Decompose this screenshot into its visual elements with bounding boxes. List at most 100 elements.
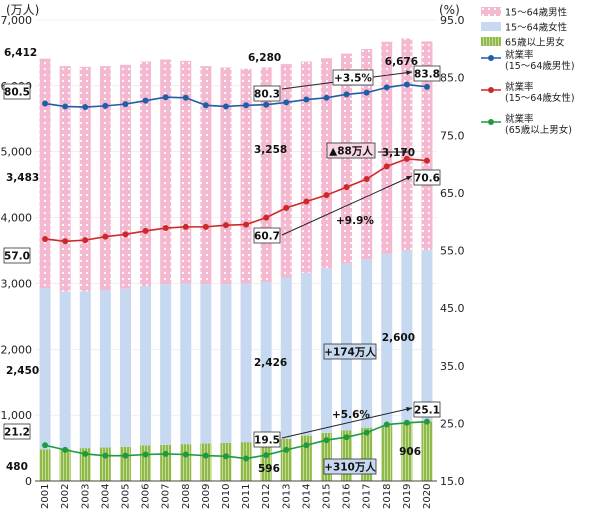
bar-female-2008 <box>180 283 192 445</box>
legend-label: 就業率(65歳以上男女) <box>505 113 572 136</box>
line-female-rate-point-2017 <box>363 176 370 183</box>
x-tick-label: 2018 <box>382 484 393 509</box>
bar-female-2013 <box>280 277 292 439</box>
label-box <box>413 401 441 418</box>
legend-marker-line-female-rate <box>488 87 494 93</box>
line-male-rate-point-2016 <box>343 91 350 98</box>
right-axis-unit: (%) <box>439 3 460 17</box>
line-female-rate-point-2005 <box>122 231 129 238</box>
data-label: 19.5 <box>254 435 280 447</box>
bar-male-2019 <box>401 38 413 251</box>
bar-male-2013 <box>280 64 292 278</box>
data-label: 6,280 <box>248 52 281 64</box>
bar-female-2003 <box>79 291 91 449</box>
line-female-rate-point-2001 <box>42 235 49 242</box>
line-female-rate-point-2018 <box>383 163 390 170</box>
x-tick-label: 2006 <box>141 484 152 509</box>
arrow-elderly-rate <box>281 407 413 439</box>
bars-group <box>39 38 433 481</box>
line-elderly-rate-point-2012 <box>263 452 270 459</box>
arrow-male-rate-head <box>406 70 412 76</box>
right-tick-label: 95.0 <box>440 14 465 27</box>
female-count-change <box>323 343 377 360</box>
label-box <box>3 247 31 264</box>
line-elderly-rate-point-2003 <box>82 450 89 457</box>
female-rate-change: +9.9% <box>336 215 374 227</box>
data-label: 3,483 <box>6 172 39 184</box>
arrow-female-rate <box>281 175 413 236</box>
bar-male-2015 <box>320 58 332 269</box>
left-tick-label: 5,000 <box>1 146 33 159</box>
arrow-male-count-head <box>402 149 408 155</box>
x-tick-label: 2002 <box>60 484 71 509</box>
bar-elderly-2006 <box>140 445 152 481</box>
bar-elderly-2013 <box>280 438 292 481</box>
x-tick-label: 2011 <box>241 484 252 509</box>
line-female-rate-point-2003 <box>82 237 89 244</box>
line-elderly-rate-point-2013 <box>283 446 290 453</box>
right-tick-label: 35.0 <box>440 360 465 373</box>
right-tick-label: 55.0 <box>440 245 465 258</box>
legend-marker-line-male-rate <box>488 55 494 61</box>
lines-group <box>42 81 430 462</box>
line-male-rate-point-2020 <box>423 83 430 90</box>
line-female-rate <box>44 158 428 243</box>
data-label: 60.7 <box>254 231 280 243</box>
x-tick-label: 2016 <box>342 484 353 509</box>
line-male-rate-point-2002 <box>62 103 69 110</box>
line-female-rate-point-2009 <box>202 223 209 230</box>
data-label: 83.8 <box>414 69 440 81</box>
bar-male-2004 <box>99 66 111 291</box>
elderly-count-change <box>323 458 377 475</box>
x-tick-label: 2001 <box>40 484 51 509</box>
x-tick-label: 2005 <box>120 484 131 509</box>
bar-female-2002 <box>59 291 71 449</box>
line-female-rate-point-2020 <box>423 157 430 164</box>
line-female-rate-point-2014 <box>303 198 310 205</box>
line-elderly-rate-point-2011 <box>243 455 250 462</box>
left-tick-label: 1,000 <box>1 409 33 422</box>
arrow-elderly-rate-head <box>406 406 412 412</box>
bar-elderly-2018 <box>381 425 393 481</box>
left-tick-label: 4,000 <box>1 212 33 225</box>
gridlines <box>35 19 437 416</box>
bar-elderly-2012 <box>260 441 272 481</box>
line-female-rate-point-2006 <box>142 227 149 234</box>
bar-male-2009 <box>200 66 212 285</box>
data-label: 480 <box>6 461 28 473</box>
left-tick-label: 7,000 <box>1 14 33 27</box>
x-tick-label: 2019 <box>402 484 413 509</box>
annotations: +3.5% +9.9% +5.6% ▲88万人 +174万人 +310万人 <box>281 69 413 475</box>
data-label: 2,600 <box>382 332 415 344</box>
female-count-change-text: +174万人 <box>324 346 376 359</box>
bar-female-2010 <box>220 284 232 443</box>
line-elderly-rate-point-2007 <box>162 450 169 457</box>
line-male-rate-point-2014 <box>303 96 310 103</box>
right-tick-label: 25.0 <box>440 417 465 430</box>
elderly-count-change-text: +310万人 <box>324 461 376 474</box>
data-label: 70.6 <box>414 173 440 185</box>
line-female-rate-point-2015 <box>323 192 330 199</box>
x-tick-label: 2004 <box>100 484 111 509</box>
bar-elderly-2007 <box>160 444 172 481</box>
arrow-female-rate-head <box>406 176 412 181</box>
line-female-rate-point-2002 <box>62 238 69 245</box>
bar-female-2014 <box>300 272 312 436</box>
data-label: 3,258 <box>254 144 287 156</box>
bar-female-2005 <box>119 288 131 447</box>
x-tick-label: 2012 <box>261 484 272 509</box>
legend-label: 就業率(15～64歳男性) <box>505 49 575 72</box>
right-tick-label: 45.0 <box>440 302 465 315</box>
bar-male-2008 <box>180 60 192 284</box>
line-male-rate-point-2011 <box>243 102 250 109</box>
data-label: 21.2 <box>4 427 30 439</box>
right-tick-label: 85.0 <box>440 72 465 85</box>
line-male-rate-point-2015 <box>323 94 330 101</box>
line-elderly-rate-point-2006 <box>142 451 149 458</box>
right-y-axis: 15.0 25.0 35.0 45.0 55.0 65.0 75.0 85.0 95.0 <box>440 14 465 488</box>
line-elderly-rate-point-2020 <box>423 418 430 425</box>
data-label: 3,170 <box>382 147 415 159</box>
elderly-rate-change: +5.6% <box>332 409 370 421</box>
